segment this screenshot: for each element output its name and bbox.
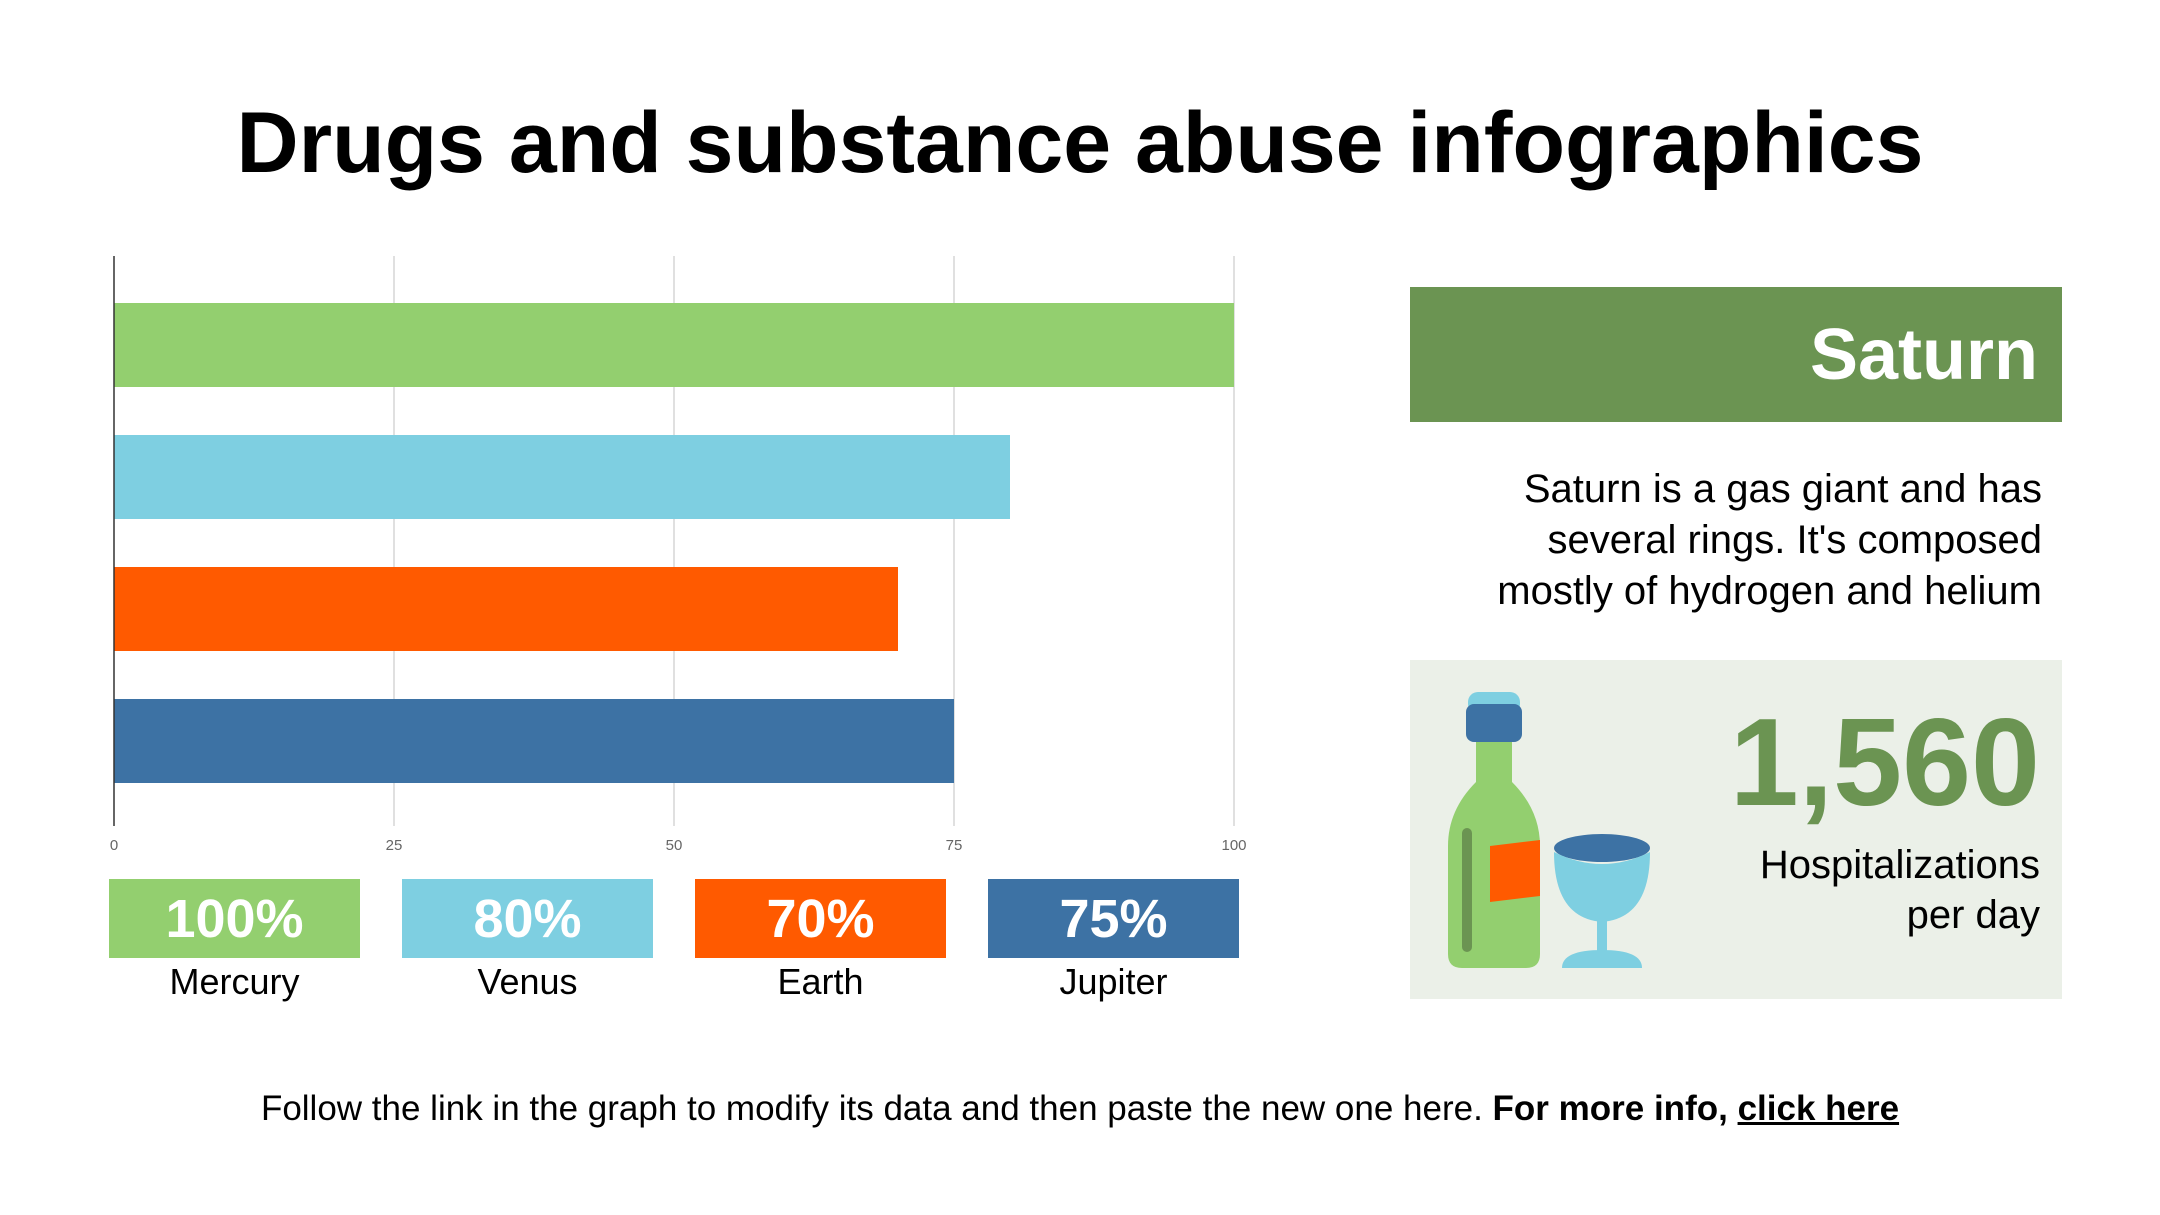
- stat-label-line-2: per day: [1906, 893, 2040, 937]
- value-label-venus: 80%: [402, 879, 653, 958]
- panel-heading: Saturn: [1410, 287, 2062, 422]
- bar-chart: 0 25 50 75 100: [110, 256, 1247, 854]
- chart-bars: [114, 303, 1234, 783]
- bottle-icon: [1448, 692, 1540, 968]
- bar-mercury: [114, 303, 1234, 387]
- more-info-link[interactable]: click here: [1737, 1089, 1900, 1128]
- x-axis-ticks: 0 25 50 75 100: [110, 837, 1247, 854]
- footer-bold-text: For more info,: [1492, 1089, 1728, 1128]
- wine-glass-icon: [1554, 834, 1650, 968]
- bar-jupiter: [114, 699, 954, 783]
- category-label-venus: Venus: [477, 961, 578, 1002]
- category-label-mercury: Mercury: [169, 961, 300, 1002]
- panel-description: Saturn is a gas giant and has several ri…: [1410, 464, 2042, 617]
- footer-text: Follow the link in the graph to modify i…: [260, 1089, 1483, 1128]
- stat-value: 1,560: [1729, 694, 2040, 832]
- x-tick-label: 25: [386, 837, 403, 854]
- category-label-earth: Earth: [777, 961, 864, 1002]
- description-line-1: Saturn is a gas giant and has: [1523, 467, 2042, 511]
- x-tick-label: 75: [946, 837, 963, 854]
- x-tick-label: 0: [110, 837, 118, 854]
- value-label-earth: 70%: [695, 879, 946, 958]
- category-label-jupiter: Jupiter: [1059, 961, 1168, 1002]
- bar-venus: [114, 435, 1010, 519]
- x-tick-label: 100: [1221, 837, 1246, 854]
- value-label-jupiter: 75%: [988, 879, 1239, 958]
- drink-illustration: [1448, 692, 1650, 968]
- footer-note: Follow the link in the graph to modify i…: [0, 1086, 2160, 1132]
- description-line-2: several rings. It's composed: [1547, 518, 2042, 562]
- page-title: Drugs and substance abuse infographics: [236, 95, 1924, 191]
- stat-label-line-1: Hospitalizations: [1759, 843, 2040, 887]
- description-line-3: mostly of hydrogen and helium: [1497, 569, 2042, 613]
- value-label-mercury: 100%: [109, 879, 360, 958]
- stat-card: 1,560 Hospitalizations per day: [1410, 660, 2062, 999]
- bar-earth: [114, 567, 898, 651]
- x-tick-label: 50: [666, 837, 683, 854]
- stat-label: Hospitalizations per day: [1640, 840, 2040, 940]
